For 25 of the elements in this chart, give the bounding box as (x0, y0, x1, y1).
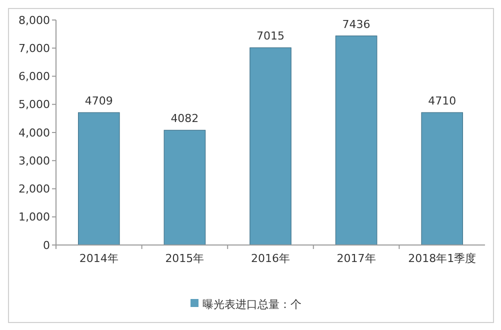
x-tick-label: 2017年 (336, 252, 376, 265)
y-tick-label: 7,000 (18, 42, 50, 55)
x-tick-label: 2016年 (251, 252, 290, 265)
x-tick-label: 2015年 (165, 252, 204, 265)
bar (164, 130, 206, 246)
data-label: 4710 (428, 94, 456, 108)
data-label: 7015 (256, 30, 284, 43)
y-tick-label: 2,000 (18, 182, 50, 196)
x-tick-label: 2018年1季度 (408, 252, 476, 265)
y-tick-label: 0 (43, 238, 50, 252)
y-tick-label: 8,000 (18, 14, 50, 27)
legend-label: 曝光表进口总量：个 (202, 298, 302, 311)
data-label: 4709 (84, 94, 113, 108)
bar (421, 112, 463, 246)
data-label: 4082 (170, 112, 199, 126)
bar (78, 112, 120, 246)
bar (335, 36, 378, 246)
y-tick-label: 3,000 (18, 154, 50, 168)
x-tick-label: 2014年 (79, 252, 118, 265)
y-tick-label: 6,000 (18, 70, 50, 84)
y-tick-label: 1,000 (18, 210, 50, 224)
data-label: 7436 (342, 18, 370, 31)
y-tick-label: 4,000 (18, 126, 50, 140)
y-tick-label: 5,000 (18, 98, 50, 112)
bar (250, 47, 292, 246)
